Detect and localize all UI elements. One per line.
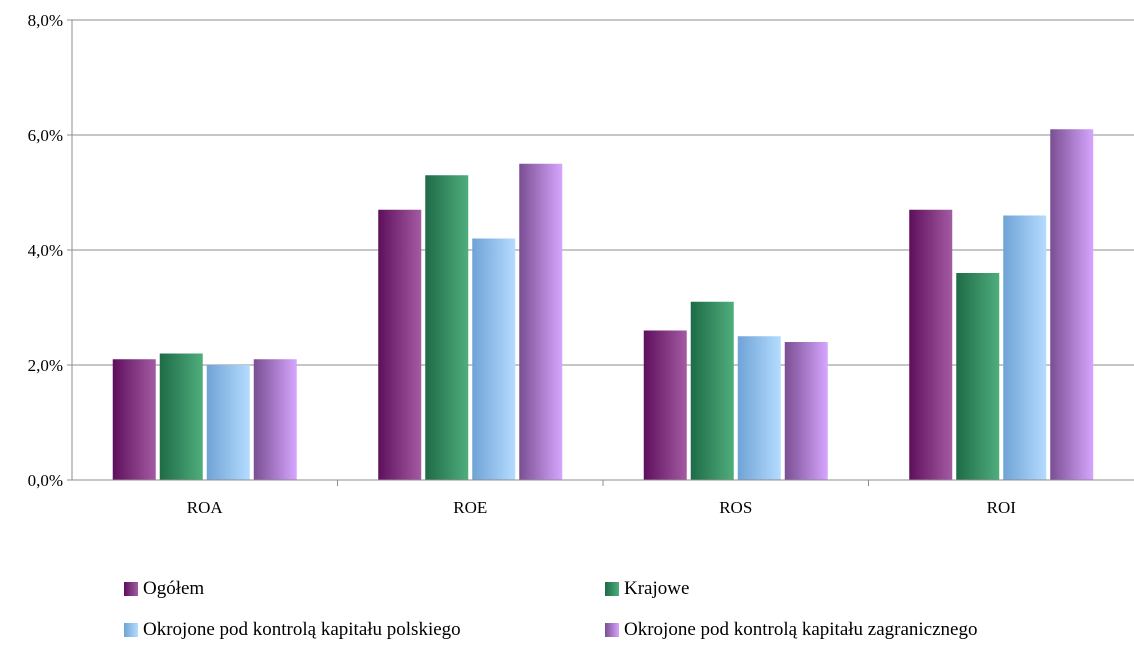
bar-ros-series-2 <box>690 301 734 480</box>
bar-roi-series-1 <box>909 209 953 480</box>
bar-ros-series-3 <box>737 336 781 480</box>
x-tick-labels: ROA ROE ROS ROI <box>187 498 1016 517</box>
x-tick-label: ROA <box>187 498 224 517</box>
y-tick-label: 6,0% <box>28 126 63 145</box>
bar-roe-series-2 <box>425 175 469 480</box>
bar-roa-series-2 <box>159 353 203 480</box>
y-tick-label: 2,0% <box>28 356 63 375</box>
bar-roi-series-3 <box>1003 215 1047 480</box>
bar-roa-series-1 <box>112 359 156 480</box>
y-tick-labels: 0,0% 2,0% 4,0% 6,0% 8,0% <box>28 11 63 490</box>
bar-roi-series-4 <box>1050 129 1094 480</box>
bar-roe-series-3 <box>472 238 516 480</box>
bar-roa-series-3 <box>206 365 250 480</box>
x-tick-label: ROS <box>719 498 752 517</box>
y-tick-label: 4,0% <box>28 241 63 260</box>
bars <box>112 129 1094 480</box>
bar-ros-series-1 <box>643 330 687 480</box>
y-tick-label: 8,0% <box>28 11 63 30</box>
bar-roi-series-2 <box>956 273 1000 480</box>
axes <box>67 19 1134 486</box>
bar-roa-series-4 <box>253 359 297 480</box>
bar-roe-series-4 <box>519 163 563 480</box>
x-tick-label: ROE <box>453 498 487 517</box>
bar-roe-series-1 <box>378 209 422 480</box>
y-tick-label: 0,0% <box>28 471 63 490</box>
bar-ros-series-4 <box>784 342 828 480</box>
x-tick-label: ROI <box>987 498 1017 517</box>
